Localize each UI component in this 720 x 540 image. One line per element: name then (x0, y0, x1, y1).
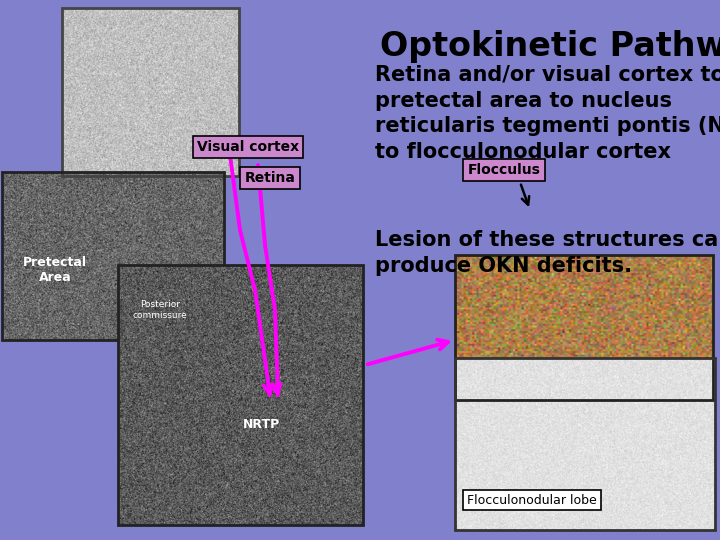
Bar (118, 265, 363, 525)
Text: Lesion of these structures can
produce OKN deficits.: Lesion of these structures can produce O… (375, 230, 720, 275)
Text: Posterior
commissure: Posterior commissure (132, 300, 187, 320)
Text: Visual cortex: Visual cortex (197, 140, 299, 154)
Bar (455, 255, 713, 400)
Bar (62, 8, 239, 176)
Text: Flocculus: Flocculus (467, 163, 541, 177)
Bar (455, 358, 715, 530)
Text: Retina: Retina (245, 171, 295, 185)
Text: Flocculonodular lobe: Flocculonodular lobe (467, 494, 597, 507)
Bar (2, 172, 224, 340)
Text: Optokinetic Pathway: Optokinetic Pathway (380, 30, 720, 63)
Text: NRTP: NRTP (243, 418, 281, 431)
Text: Retina and/or visual cortex to
pretectal area to nucleus
reticularis tegmenti po: Retina and/or visual cortex to pretectal… (375, 65, 720, 162)
Text: Pretectal
Area: Pretectal Area (23, 256, 87, 284)
